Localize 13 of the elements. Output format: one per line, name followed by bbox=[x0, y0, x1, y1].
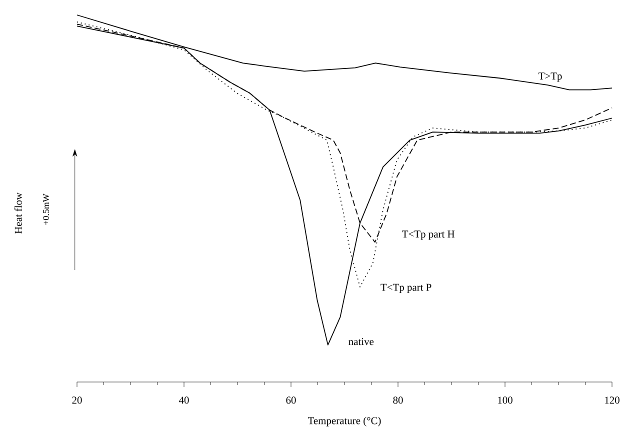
series-label: T<Tp part P bbox=[380, 284, 432, 293]
x-tick-label: 60 bbox=[286, 396, 296, 404]
x-tick-label: 100 bbox=[498, 396, 512, 404]
series-label: T>Tp bbox=[538, 72, 562, 82]
x-tick-label: 20 bbox=[72, 396, 82, 404]
x-tick-label: 80 bbox=[393, 396, 403, 404]
y-axis-title: Heat flow bbox=[14, 192, 22, 234]
x-tick-label: 40 bbox=[178, 396, 189, 404]
x-tick-label: 120 bbox=[605, 396, 620, 404]
text: +0.5mW bbox=[42, 194, 50, 225]
x-axis-title: Temperature (°C) bbox=[308, 416, 381, 426]
series-label: T<Tp part H bbox=[402, 230, 455, 240]
series-label: native bbox=[348, 338, 374, 346]
